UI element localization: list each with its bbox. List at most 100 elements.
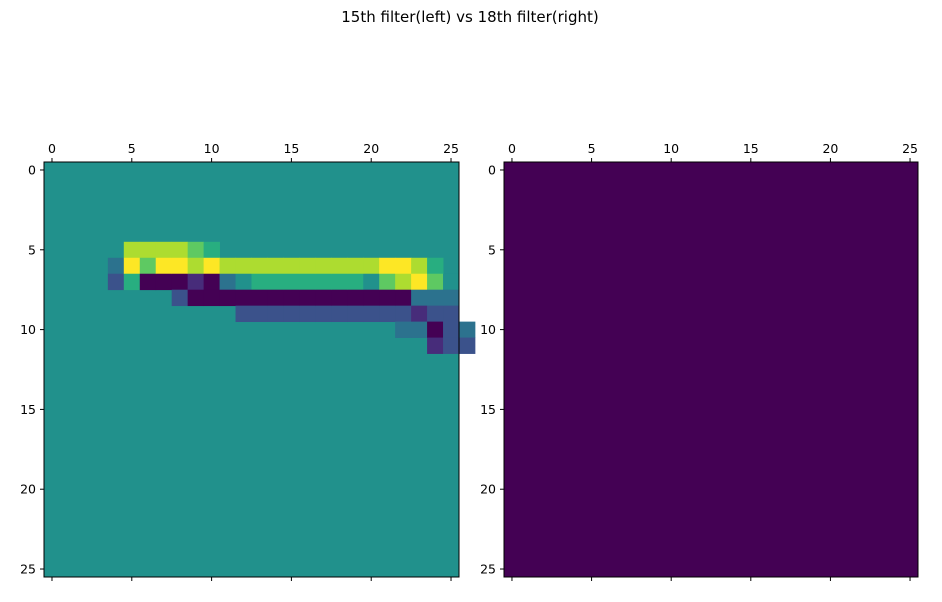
y-tick-label: 10 [20,322,36,337]
heatmap-cell [395,258,411,274]
right-filter-panel: 0 5 10 15 20 25 0 5 10 15 20 25 [480,141,918,581]
y-tick-label: 20 [20,482,36,497]
y-tick-label: 25 [480,562,496,577]
heatmap-cell [108,274,124,290]
heatmap-cell [315,290,331,306]
heatmap-cell [188,242,204,258]
x-tick-label: 0 [48,141,56,156]
heatmap-cell [252,306,268,322]
heatmap-cell [220,258,236,274]
heatmap-cell [188,258,204,274]
heatmap-cell [283,274,299,290]
heatmap-cell [427,306,443,322]
heatmap-cell [331,306,347,322]
heatmap-cell [395,274,411,290]
x-tick-label: 5 [128,141,136,156]
heatmap-cell [395,322,411,338]
heatmap-cell [347,306,363,322]
y-tick-label: 0 [488,162,496,177]
x-tick-label: 25 [902,141,918,156]
heatmap-cell [443,290,459,306]
heatmap-cell [347,290,363,306]
heatmap-cell [411,258,427,274]
right-heatmap-background [504,162,918,577]
y-tick-label: 10 [480,322,496,337]
heatmap-cell [124,242,140,258]
heatmap-cell [347,274,363,290]
heatmap-cell [427,274,443,290]
heatmap-cell [427,290,443,306]
heatmap-cell [172,242,188,258]
heatmap-cell [443,322,459,338]
heatmap-cell [236,306,252,322]
y-tick-label: 20 [480,482,496,497]
heatmap-cell [220,290,236,306]
heatmap-cell [363,306,379,322]
heatmap-cell [140,258,156,274]
heatmap-cell [395,306,411,322]
heatmap-cell [220,274,236,290]
heatmap-cell [236,258,252,274]
heatmap-cell [108,258,124,274]
heatmap-cell [459,338,475,354]
heatmap-cell [267,290,283,306]
heatmap-cell [124,258,140,274]
heatmap-cell [172,290,188,306]
heatmap-cell [156,242,172,258]
heatmap-cell [172,274,188,290]
heatmap-cell [156,258,172,274]
heatmap-cell [315,274,331,290]
heatmap-cell [188,290,204,306]
heatmap-cell [379,258,395,274]
y-tick-label: 25 [20,562,36,577]
heatmap-cell [379,306,395,322]
heatmap-cell [299,306,315,322]
heatmap-cell [204,290,220,306]
y-tick-label: 0 [28,162,36,177]
heatmap-cell [140,242,156,258]
x-tick-label: 5 [588,141,596,156]
y-tick-label: 15 [20,402,36,417]
y-tick-label: 5 [488,242,496,257]
heatmap-cell [236,274,252,290]
heatmap-cell [124,274,140,290]
heatmap-cell [347,258,363,274]
heatmap-cell [443,306,459,322]
x-tick-label: 25 [443,141,459,156]
heatmap-cell [331,274,347,290]
heatmap-cell [427,258,443,274]
heatmap-cell [379,290,395,306]
left-filter-panel: 0 5 10 15 20 25 0 5 10 15 20 25 [20,141,475,581]
heatmap-cell [427,322,443,338]
x-tick-label: 0 [508,141,516,156]
x-tick-label: 15 [743,141,759,156]
heatmap-cell [267,274,283,290]
heatmap-cell [331,290,347,306]
heatmap-cell [411,306,427,322]
x-tick-label: 20 [822,141,838,156]
heatmap-cell [315,258,331,274]
heatmap-cell [204,258,220,274]
heatmap-cell [188,274,204,290]
heatmap-cell [411,322,427,338]
y-tick-label: 5 [28,242,36,257]
heatmap-cell [299,290,315,306]
heatmap-cell [236,290,252,306]
heatmap-cell [443,274,459,290]
heatmap-cell [331,258,347,274]
heatmap-cell [363,290,379,306]
heatmap-cell [379,274,395,290]
heatmap-cell [204,274,220,290]
heatmap-cell [252,290,268,306]
figure-title: 15th filter(left) vs 18th filter(right) [341,8,598,26]
heatmap-cell [363,258,379,274]
heatmap-cell [395,290,411,306]
heatmap-cell [283,258,299,274]
x-tick-label: 10 [663,141,679,156]
heatmap-cell [299,258,315,274]
heatmap-cell [267,306,283,322]
heatmap-cell [363,274,379,290]
heatmap-cell [140,274,156,290]
heatmap-cell [267,258,283,274]
